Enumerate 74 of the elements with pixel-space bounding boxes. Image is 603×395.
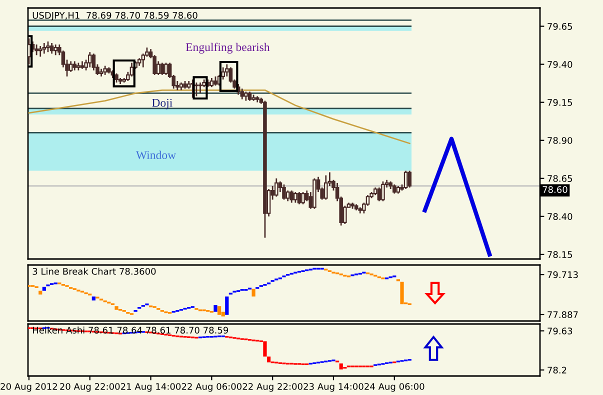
x-tick-label: 22 Aug 06:00	[182, 383, 242, 392]
annotation: Window	[136, 150, 176, 160]
candlestick	[194, 82, 198, 97]
bar	[214, 305, 218, 312]
candlestick	[404, 170, 408, 190]
bar	[92, 296, 96, 300]
y-tick-label: 77.887	[548, 311, 578, 318]
y-tick-label: 78.90	[548, 137, 572, 144]
candlestick	[381, 180, 385, 202]
candlestick	[92, 52, 96, 72]
candlestick	[408, 170, 412, 188]
candlestick	[301, 191, 305, 205]
y-tick-label: 79.40	[548, 61, 572, 68]
candlestick	[46, 40, 50, 53]
bar	[252, 288, 256, 296]
candlestick	[225, 64, 229, 78]
candlestick	[88, 51, 92, 68]
candlestick	[130, 62, 134, 78]
annotation: Engulfing bearish	[186, 42, 270, 54]
x-tick-label: 21 Aug 14:00	[120, 383, 181, 392]
candlestick	[103, 65, 107, 76]
bar	[114, 306, 118, 310]
candlestick	[282, 184, 286, 200]
x-tick-label: 20 Aug 2012	[0, 383, 57, 392]
annotation: Doji	[152, 98, 172, 110]
y-tick-label: 78.2	[548, 366, 566, 374]
chart-title: 3 Line Break Chart 78.3600	[32, 268, 156, 275]
ref-line-label: 78.60	[542, 186, 568, 193]
bar	[217, 306, 222, 315]
y-tick-label: 78.65	[548, 175, 572, 182]
bar	[263, 341, 267, 357]
candlestick	[214, 76, 218, 86]
bar	[339, 363, 343, 370]
candlestick	[114, 72, 118, 84]
y-tick-label: 79.65	[548, 22, 572, 30]
candlestick	[42, 42, 46, 54]
y-tick-label: 78.40	[548, 213, 572, 220]
candlestick	[34, 44, 38, 56]
y-tick-label: 79.713	[548, 271, 578, 278]
line-series	[28, 89, 410, 144]
y-tick-label: 79.63	[548, 328, 572, 334]
y-tick-label: 78.15	[548, 251, 572, 258]
chart-title: USDJPY,H1 78.69 78.70 78.59 78.60	[32, 12, 198, 20]
candlestick	[392, 184, 396, 194]
candlestick	[240, 88, 244, 100]
bar	[400, 282, 404, 304]
y-tick-label: 79.15	[548, 99, 572, 106]
candlestick	[274, 178, 278, 198]
candlestick	[160, 62, 164, 76]
bar	[266, 356, 271, 362]
candlestick	[377, 186, 382, 202]
candlestick	[294, 191, 298, 204]
candlestick	[248, 90, 252, 102]
x-tick-label: 24 Aug 06:00	[364, 383, 424, 392]
candlestick	[210, 77, 214, 88]
candlestick	[244, 90, 248, 102]
x-tick-label: 22 Aug 22:00	[242, 383, 302, 392]
candlestick	[198, 82, 202, 94]
bar	[42, 286, 46, 291]
candlestick	[68, 60, 73, 73]
candlestick	[290, 190, 294, 204]
candlestick	[324, 174, 328, 200]
candlestick	[54, 44, 58, 56]
x-tick-label: 23 Aug 14:00	[304, 383, 364, 392]
candlestick	[164, 62, 168, 76]
bar	[225, 296, 229, 315]
candlestick	[221, 66, 225, 80]
candlestick	[38, 45, 42, 58]
candlestick	[50, 42, 54, 54]
candlestick	[72, 60, 77, 72]
candlestick	[286, 190, 290, 202]
bar	[38, 290, 42, 295]
candlestick	[297, 191, 302, 205]
x-tick-label: 20 Aug 22:00	[60, 383, 120, 392]
